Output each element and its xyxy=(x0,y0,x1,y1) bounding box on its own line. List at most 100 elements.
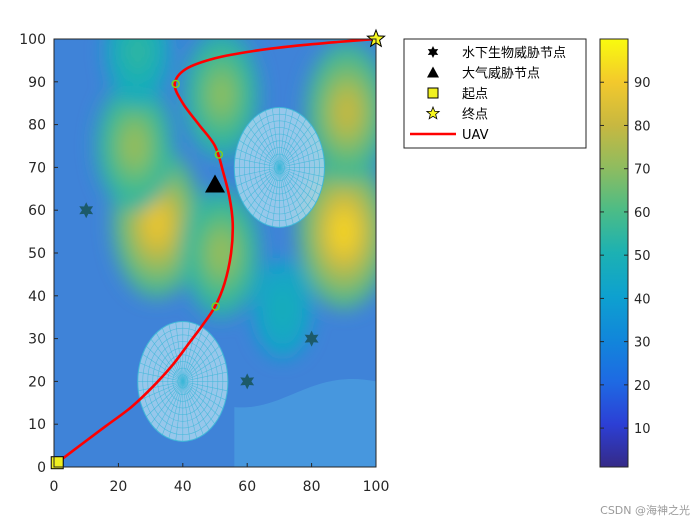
legend-label: 终点 xyxy=(462,107,488,123)
colorbar: 10 20 30 40 50 60 70 80 90 xyxy=(599,38,651,468)
terrain-low-region xyxy=(234,378,376,467)
y-tick-label: 90 xyxy=(28,75,46,91)
x-tick-label: 40 xyxy=(174,479,192,495)
uav-path-layer xyxy=(55,39,376,465)
colorbar-tick-label: 60 xyxy=(634,206,651,221)
threat-zone-meridian xyxy=(279,167,312,210)
threat-zone-meridian xyxy=(279,113,301,168)
air-threat-node xyxy=(205,174,225,193)
threat-zone-meridian xyxy=(279,139,320,168)
threat-zone-meridian xyxy=(265,167,280,225)
terrain-peak xyxy=(210,234,233,272)
y-tick-label: 80 xyxy=(28,118,46,134)
threat-zone-meridian xyxy=(182,362,226,382)
colorbar-tick-label: 80 xyxy=(634,119,651,134)
x-tick-label: 60 xyxy=(238,479,256,495)
threat-zone-meridian xyxy=(279,167,324,178)
colorbar-gradient xyxy=(599,38,629,468)
threat-zone-meridian xyxy=(279,110,294,168)
threat-zone-meridian xyxy=(182,381,224,409)
legend-hexagram-icon xyxy=(427,46,439,58)
threat-zone-meridian xyxy=(168,381,184,439)
threat-zone-meridian xyxy=(252,167,280,217)
y-tick-label: 100 xyxy=(19,32,46,48)
threat-zone-meridian xyxy=(182,345,220,382)
legend-entry: 大气威胁节点 xyxy=(427,66,540,82)
threat-zone-meridian xyxy=(279,167,287,227)
threat-zone-meridian xyxy=(182,381,220,417)
colorbar-ticks: 10 20 30 40 50 60 70 80 90 xyxy=(600,76,651,437)
threat-zone-meridian xyxy=(279,167,320,195)
waypoint-marker xyxy=(214,150,224,159)
colorbar-tick-label: 30 xyxy=(634,336,651,351)
threat-zone-meridian xyxy=(150,381,184,424)
threat-zone-meridian xyxy=(279,167,317,203)
threat-zone-meridian xyxy=(139,362,183,382)
threat-zone-meridian xyxy=(168,324,184,382)
colorbar-tick-label: 10 xyxy=(634,422,651,437)
threat-zone-meridian xyxy=(279,148,323,168)
terrain-peak xyxy=(335,91,359,132)
threat-zone-meridian xyxy=(182,381,198,439)
threat-zone-meridian xyxy=(234,157,280,168)
underwater-threat-node xyxy=(240,373,255,390)
threat-zone-meridian xyxy=(252,118,280,168)
legend-entry: 终点 xyxy=(425,105,488,123)
underwater-threat-node xyxy=(304,330,319,347)
threat-zone-meridian xyxy=(139,381,183,401)
threat-zone-meridian xyxy=(182,322,191,382)
threat-zone-meridian xyxy=(146,345,184,382)
y-tick-label: 40 xyxy=(28,289,46,305)
plot-area xyxy=(50,28,386,470)
y-tick-label: 10 xyxy=(28,417,46,433)
y-tick-label: 50 xyxy=(28,246,46,262)
legend-entry: 水下生物威胁节点 xyxy=(427,46,566,61)
threat-zone-meridian xyxy=(279,157,324,168)
y-tick-label: 30 xyxy=(28,332,46,348)
threat-zone-meridian xyxy=(258,167,280,221)
threat-zone-meridian xyxy=(182,371,228,382)
threat-zone-meridian xyxy=(239,139,280,168)
threat-zone-meridian xyxy=(279,167,294,225)
y-tick-label: 20 xyxy=(28,374,46,390)
y-tick-label: 0 xyxy=(37,460,46,476)
threat-zone-meridian xyxy=(279,167,323,187)
x-tick-label: 20 xyxy=(109,479,127,495)
y-tick-label: 70 xyxy=(28,160,46,176)
terrain-peak xyxy=(330,209,357,254)
colorbar-tick-label: 20 xyxy=(634,379,651,394)
x-tick-label: 0 xyxy=(50,479,59,495)
threat-zone-meridian xyxy=(279,124,312,168)
threat-zone-meridian xyxy=(182,381,204,435)
legend-square-icon xyxy=(427,87,439,99)
colorbar-tick-label: 70 xyxy=(634,163,651,178)
x-tick-label: 100 xyxy=(363,479,390,495)
threat-zone-meridian xyxy=(175,381,184,441)
terrain-peak xyxy=(274,294,292,323)
y-axis: 0 10 20 30 40 50 60 70 80 90 100 xyxy=(19,32,58,476)
threat-zone-meridian xyxy=(182,338,215,382)
threat-zone-meridian xyxy=(142,381,183,409)
threat-zones xyxy=(137,106,325,442)
terrain-peak xyxy=(128,39,147,68)
threat-zone-meridian xyxy=(279,167,307,217)
colorbar-tick-label: 40 xyxy=(634,292,651,307)
threat-zone-meridian xyxy=(272,108,280,168)
threat-zone-meridian xyxy=(279,167,301,221)
threat-zone-meridian xyxy=(242,131,280,168)
threat-zone-meridian xyxy=(182,381,228,392)
waypoint-marker xyxy=(211,302,220,311)
threat-zone-meridian xyxy=(146,381,184,417)
waypoint-marker xyxy=(171,79,180,89)
threat-zone-2 xyxy=(233,106,325,228)
colorbar-tick-label: 90 xyxy=(634,76,651,91)
terrain-peak xyxy=(210,76,233,113)
threat-zone-meridian xyxy=(182,353,224,382)
legend-triangle-icon xyxy=(427,66,439,78)
threat-zone-meridian xyxy=(242,167,280,203)
terrain-peak xyxy=(144,201,170,245)
threat-zone-meridian xyxy=(150,338,184,382)
threat-zone-meridian xyxy=(182,381,191,441)
